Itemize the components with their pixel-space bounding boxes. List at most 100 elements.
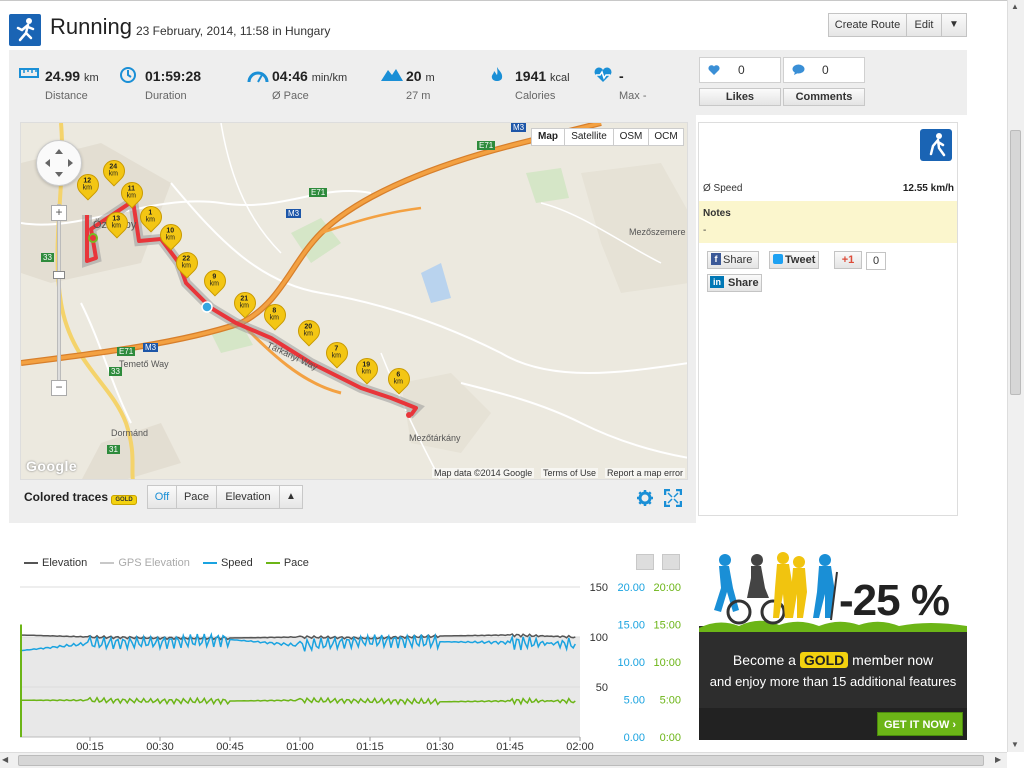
edit-button[interactable]: Edit (906, 13, 942, 37)
pace-value: 04:46 (272, 68, 308, 84)
horizontal-scrollbar[interactable]: ◀ ▶ (0, 752, 1007, 768)
distance-value: 24.99 (45, 68, 81, 84)
road-shield-e71-mid: E71 (309, 188, 328, 197)
download-icon[interactable] (662, 554, 680, 570)
zoom-slider-handle[interactable] (53, 271, 65, 279)
notes-label: Notes (703, 208, 731, 219)
road-shield-33-bottom: 33 (109, 367, 122, 376)
scroll-left-arrow[interactable]: ◀ (2, 755, 9, 764)
map-terms-link[interactable]: Terms of Use (541, 468, 599, 478)
zoom-slider-track[interactable] (57, 204, 61, 390)
chart-series-elevation (19, 633, 576, 641)
vertical-scroll-thumb[interactable] (1010, 130, 1021, 395)
google-plus-button[interactable]: +1 (834, 251, 862, 269)
tweet-button[interactable]: Tweet (769, 251, 819, 269)
notes-value: - (703, 225, 707, 236)
map-type-ocm[interactable]: OCM (648, 128, 684, 146)
chart-legend: Elevation GPS Elevation Speed Pace (24, 557, 309, 569)
duration-value: 01:59:28 (145, 68, 202, 84)
zoom-in-button[interactable]: + (51, 205, 67, 221)
get-it-now-button[interactable]: GET IT NOW › (877, 712, 963, 736)
chart-pace-tick-label: 10:00 (653, 657, 681, 669)
road-shield-e71-bottom: E71 (117, 347, 136, 356)
trace-pace-button[interactable]: Pace (176, 485, 217, 509)
road-shield-33-top: 33 (41, 253, 54, 262)
chart-pace-tick-label: 20:00 (653, 582, 681, 594)
legend-pace[interactable]: Pace (265, 557, 309, 569)
chart-x-tick-label: 00:15 (76, 741, 104, 752)
calories-value: 1941 (515, 68, 547, 84)
map-type-osm[interactable]: OSM (613, 128, 649, 146)
trace-elevation-button[interactable]: Elevation (216, 485, 280, 509)
chart-speed-tick-label: 20.00 (617, 582, 645, 594)
vertical-scrollbar[interactable]: ▲ ▼ (1007, 0, 1024, 752)
chart-x-tick-label: 01:00 (286, 741, 314, 752)
heartbeat-icon (593, 66, 615, 82)
route-map[interactable]: Özesaby Temető Way Mezőszemere Mezőtárká… (20, 122, 688, 480)
road-shield-m3-bottom: M3 (143, 343, 159, 352)
speedometer-icon (246, 66, 269, 83)
likes-count: 0 (738, 63, 745, 77)
trace-toggle-arrow[interactable]: ▲ (279, 485, 303, 509)
chart-elevation-tick-label: 150 (590, 582, 608, 594)
chart-speed-tick-label: 15.00 (617, 620, 645, 632)
ad-line-1: Become a GOLD member now (732, 652, 934, 668)
chart-series-speed (19, 631, 576, 653)
chart-x-tick-label: 01:30 (426, 741, 454, 752)
map-type-satellite[interactable]: Satellite (564, 128, 614, 146)
google-plus-count: 0 (866, 252, 886, 270)
clock-icon (119, 66, 141, 83)
pace-unit: min/km (311, 72, 348, 84)
gold-badge: GOLD (111, 495, 137, 505)
activity-chart[interactable]: 00:15 00:30 00:45 01:00 01:15 01:30 01:45 02:00… (0, 570, 698, 752)
comments-button[interactable]: Comments (783, 88, 865, 106)
print-icon[interactable] (636, 554, 654, 570)
legend-gps-elevation[interactable]: GPS Elevation (100, 557, 190, 569)
scroll-down-arrow[interactable]: ▼ (1011, 740, 1019, 749)
linkedin-share-button[interactable]: in Share (707, 274, 762, 292)
chart-x-tick-label: 00:45 (216, 741, 244, 752)
gold-membership-ad[interactable]: -25 % Become a GOLD member now and enjoy… (699, 548, 967, 740)
colored-traces-label: Colored traces GOLD (24, 490, 137, 505)
comments-count-box[interactable]: 0 (783, 57, 865, 83)
chart-pace-tick-label: 5:00 (660, 695, 681, 707)
create-route-button[interactable]: Create Route (828, 13, 907, 37)
twitter-icon (773, 254, 783, 264)
trace-off-button[interactable]: Off (147, 485, 177, 509)
top-border (0, 0, 1024, 1)
scroll-up-arrow[interactable]: ▲ (1011, 2, 1019, 11)
linkedin-icon: in (710, 276, 724, 288)
map-type-map[interactable]: Map (531, 128, 565, 146)
chart-speed-tick-label: 5.00 (624, 695, 645, 707)
calories-unit: kcal (550, 72, 570, 84)
map-pan-control[interactable] (36, 140, 82, 186)
chart-speed-tick-label: 0.00 (624, 732, 645, 744)
facebook-share-button[interactable]: f Share (707, 251, 759, 269)
heart-icon (708, 64, 720, 79)
likes-count-box[interactable]: 0 (699, 57, 781, 83)
legend-speed[interactable]: Speed (202, 557, 253, 569)
horizontal-scroll-thumb[interactable] (18, 755, 984, 766)
gear-icon[interactable] (636, 489, 654, 512)
elevation-unit: m (425, 72, 435, 84)
distance-label: Distance (45, 90, 88, 102)
activity-title: Running (50, 14, 132, 39)
legend-elevation[interactable]: Elevation (24, 557, 87, 569)
chart-x-tick-label: 00:30 (146, 741, 174, 752)
likes-button[interactable]: Likes (699, 88, 781, 106)
more-options-dropdown[interactable]: ▼ (941, 13, 967, 37)
map-label-mezoszemere: Mezőszemere (629, 227, 686, 237)
road-shield-m3-top: M3 (511, 123, 527, 132)
map-report-error-link[interactable]: Report a map error (605, 468, 686, 478)
heartrate-label: Max - (619, 90, 647, 102)
fullscreen-icon[interactable] (663, 488, 683, 512)
zoom-out-button[interactable]: − (51, 380, 67, 396)
running-sport-icon-small (920, 129, 952, 161)
pace-label: Ø Pace (272, 90, 309, 102)
flame-icon (489, 66, 511, 82)
scroll-right-arrow[interactable]: ▶ (995, 755, 1002, 764)
comments-count: 0 (822, 63, 829, 77)
elevation-label: 27 m (406, 90, 431, 102)
chart-x-tick-label: 02:00 (566, 741, 594, 752)
heartrate-value: - (619, 68, 624, 84)
